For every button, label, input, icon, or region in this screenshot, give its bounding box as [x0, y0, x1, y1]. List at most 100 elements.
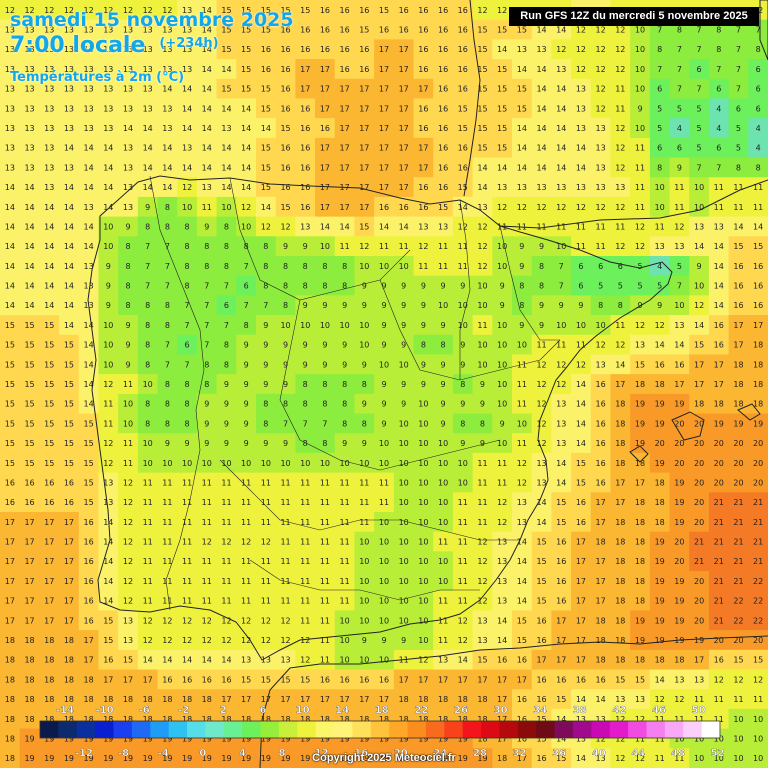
- temperature-value: 17: [24, 577, 34, 586]
- legend-swatch: [76, 721, 96, 738]
- temperature-cell: [708, 39, 730, 60]
- temperature-value: 13: [5, 163, 15, 172]
- legend-top-label: -2: [178, 705, 189, 716]
- temperature-value: 16: [418, 26, 428, 35]
- temperature-value: 10: [438, 498, 448, 507]
- temperature-cell: [137, 196, 159, 218]
- temperature-cell: [0, 374, 21, 395]
- temperature-cell: [551, 59, 572, 80]
- temperature-value: 9: [303, 301, 308, 310]
- temperature-value: 16: [280, 144, 290, 153]
- temperature-value: 11: [221, 518, 231, 527]
- temperature-cell: [492, 59, 513, 80]
- temperature-cell: [571, 78, 592, 100]
- temperature-cell: [98, 216, 119, 237]
- temperature-value: 17: [635, 478, 645, 487]
- temperature-value: 16: [714, 341, 724, 350]
- temperature-value: 20: [714, 439, 724, 448]
- temperature-cell: [748, 39, 768, 60]
- temperature-value: 14: [103, 183, 113, 192]
- temperature-value: 15: [497, 65, 507, 74]
- temperature-value: 14: [399, 222, 409, 231]
- temperature-cell: [39, 354, 60, 375]
- temperature-cell: [728, 59, 749, 80]
- temperature-value: 6: [224, 301, 229, 310]
- temperature-value: 11: [202, 498, 212, 507]
- temperature-value: 17: [64, 616, 74, 625]
- temperature-value: 14: [143, 183, 153, 192]
- temperature-cell: [59, 393, 80, 415]
- temperature-cell: [512, 39, 533, 60]
- temperature-cell: [275, 59, 296, 80]
- temperature-value: 12: [615, 65, 625, 74]
- temperature-value: 16: [280, 163, 290, 172]
- temperature-value: 11: [576, 242, 586, 251]
- temperature-value: 17: [359, 85, 369, 94]
- temperature-value: 9: [362, 301, 367, 310]
- temperature-value: 15: [44, 439, 54, 448]
- temperature-value: 12: [103, 6, 113, 15]
- temperature-value: 14: [556, 478, 566, 487]
- temperature-value: 9: [342, 301, 347, 310]
- temperature-value: 10: [517, 419, 527, 428]
- temperature-cell: [137, 374, 159, 395]
- temperature-value: 15: [241, 675, 251, 684]
- temperature-value: 11: [162, 577, 172, 586]
- temperature-value: 10: [103, 222, 113, 231]
- temperature-value: 10: [418, 419, 428, 428]
- temperature-value: 9: [224, 400, 229, 409]
- forecast-date: samedi 15 novembre 2025: [10, 9, 294, 31]
- temperature-value: 12: [44, 6, 54, 15]
- temperature-value: 11: [458, 577, 468, 586]
- temperature-value: 16: [556, 675, 566, 684]
- temperature-cell: [590, 334, 612, 356]
- temperature-cell: [177, 236, 198, 257]
- temperature-value: 9: [480, 380, 485, 389]
- temperature-cell: [98, 98, 119, 119]
- temperature-value: 10: [399, 478, 409, 487]
- temperature-cell: [393, 236, 415, 257]
- temperature-value: 11: [221, 478, 231, 487]
- temperature-value: 16: [320, 675, 330, 684]
- temperature-cell: [433, 118, 454, 139]
- temperature-value: 16: [418, 183, 428, 192]
- temperature-value: 17: [24, 616, 34, 625]
- temperature-value: 14: [556, 144, 566, 153]
- temperature-cell: [669, 118, 690, 139]
- temperature-value: 10: [379, 557, 389, 566]
- temperature-value: 7: [559, 262, 564, 271]
- temperature-cell: [216, 236, 237, 257]
- temperature-value: 11: [221, 498, 231, 507]
- legend-swatch: [370, 721, 390, 738]
- legend-top-label: 30: [494, 705, 508, 716]
- temperature-value: 9: [697, 262, 702, 271]
- temperature-value: 14: [202, 124, 212, 133]
- temperature-cell: [354, 39, 375, 60]
- temperature-cell: [413, 0, 434, 21]
- temperature-value: 16: [438, 124, 448, 133]
- temperature-value: 17: [497, 695, 507, 704]
- temperature-cell: [157, 236, 178, 257]
- temperature-value: 10: [497, 400, 507, 409]
- temperature-cell: [315, 196, 336, 218]
- temperature-value: 12: [596, 65, 606, 74]
- temperature-cell: [39, 118, 60, 139]
- temperature-value: 7: [736, 65, 741, 74]
- temperature-value: 14: [733, 222, 743, 231]
- temperature-cell: [354, 0, 375, 21]
- temperature-value: 7: [657, 26, 662, 35]
- temperature-value: 15: [24, 360, 34, 369]
- temperature-value: 15: [84, 419, 94, 428]
- temperature-value: 17: [576, 538, 586, 547]
- temperature-cell: [0, 256, 21, 277]
- temperature-cell: [610, 393, 631, 415]
- temperature-cell: [256, 157, 277, 178]
- temperature-cell: [98, 39, 119, 60]
- temperature-cell: [669, 216, 690, 237]
- temperature-value: 12: [477, 262, 487, 271]
- temperature-value: 17: [418, 85, 428, 94]
- temperature-cell: [256, 78, 277, 100]
- temperature-cell: [452, 39, 474, 60]
- temperature-value: 14: [182, 85, 192, 94]
- temperature-cell: [295, 315, 316, 336]
